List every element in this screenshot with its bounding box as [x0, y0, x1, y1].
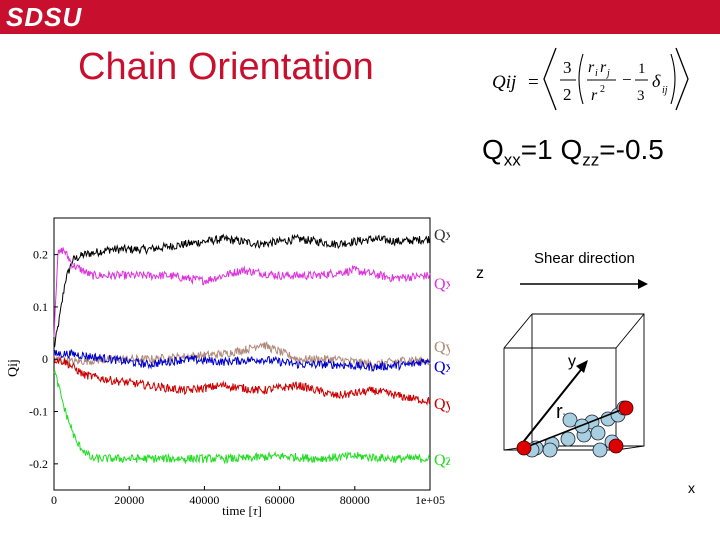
formula-lhs: Qij — [492, 72, 516, 93]
y-tick-label: -0.2 — [29, 457, 48, 471]
series-line-qyz — [54, 341, 431, 370]
chain-end-to-end — [523, 407, 627, 449]
left-angle-bracket — [543, 47, 557, 111]
legend-qyz: Qyz — [434, 339, 450, 356]
chain-beads — [516, 400, 634, 458]
frac2-num: 1 — [638, 61, 646, 77]
y-axis-label: y — [568, 353, 576, 370]
series-layer — [53, 233, 431, 465]
legend-qxy: Qxy — [434, 359, 450, 376]
frac1-den: 2 — [563, 85, 572, 104]
box-outline — [503, 313, 645, 451]
series-line-qxy — [53, 348, 431, 373]
r-j: r — [600, 59, 607, 76]
shear-arrow-head — [638, 279, 648, 289]
chain-bead — [562, 412, 578, 428]
x-tick-label: 40000 — [189, 493, 219, 507]
frac2-den: 3 — [637, 88, 645, 104]
sub-i: i — [595, 68, 598, 79]
y-tick-label: -0.1 — [29, 405, 48, 419]
legend-qzz: Qzz — [434, 452, 450, 469]
x-ticks: 0 20000 40000 60000 80000 1e+05 — [51, 486, 445, 507]
sdsu-logo: SDSU — [6, 2, 83, 32]
chain-bead — [590, 425, 606, 441]
rij-arrow-line — [519, 365, 585, 447]
y-ticks: -0.2 -0.1 0 0.1 0.2 — [29, 248, 58, 471]
x-tick-label: 80000 — [340, 493, 370, 507]
frac1-num: 3 — [563, 58, 572, 77]
delta-sub: ij — [662, 85, 668, 96]
rij-arrow-head — [576, 360, 588, 373]
sup-2: 2 — [600, 84, 605, 95]
chain-end-bead — [608, 438, 624, 454]
x-axis-label: time [τ] — [222, 503, 262, 518]
q-values-note: Qxx=1 Qzz=-0.5 — [482, 134, 664, 170]
z-axis-label: z — [476, 265, 484, 282]
left-paren — [578, 53, 584, 105]
x-tick-label: 1e+05 — [415, 493, 445, 507]
qij-time-chart: 0 20000 40000 60000 80000 1e+05 -0.2 -0.1 0 0.1 0… — [6, 217, 450, 518]
y-tick-label: 0 — [42, 352, 48, 366]
legend-qyy: Qyy — [434, 396, 450, 413]
x-axis-label: x — [688, 480, 695, 496]
right-paren — [670, 53, 676, 105]
plot-frame — [53, 217, 431, 491]
chain-bead — [560, 431, 576, 447]
y-tick-label: 0.2 — [33, 248, 48, 262]
slide-title: Chain Orientation — [78, 46, 374, 88]
header-bar: SDSU — [0, 0, 720, 34]
delta: δ — [652, 71, 661, 91]
chain-end-bead — [516, 440, 532, 456]
y-axis-label: Qij — [6, 359, 21, 377]
orientation-formula: Qij = 3 2 r i r j r 2 − 1 3 δ ij — [492, 47, 689, 111]
series-line-qyy — [53, 355, 431, 406]
x-tick-label: 60000 — [265, 493, 295, 507]
series-line-qzz — [53, 370, 431, 465]
shear-direction-label: Shear direction — [534, 250, 635, 267]
y-tick-label: 0.1 — [33, 300, 48, 314]
shear-geometry-diagram: z Shear direction y rij x — [476, 250, 695, 496]
x-tick-label: 0 — [51, 493, 57, 507]
minus-sign: − — [622, 70, 632, 89]
chain-bead — [542, 442, 558, 458]
right-angle-bracket — [675, 47, 689, 111]
series-line-qxz — [53, 247, 431, 338]
x-tick-label: 20000 — [114, 493, 144, 507]
legend-qxx: Qxx — [434, 227, 450, 244]
r-i: r — [588, 59, 595, 76]
series-line-qxx — [53, 233, 431, 348]
chain-bead — [592, 442, 608, 458]
formula-equals: = — [528, 72, 539, 93]
sub-j: j — [605, 68, 610, 79]
legend-qxz: Qxz — [434, 276, 450, 293]
r-den: r — [591, 87, 598, 104]
legend: Qxx Qxz Qyz Qxy Qyy Qzz — [434, 227, 450, 469]
chain-end-bead — [618, 400, 634, 416]
